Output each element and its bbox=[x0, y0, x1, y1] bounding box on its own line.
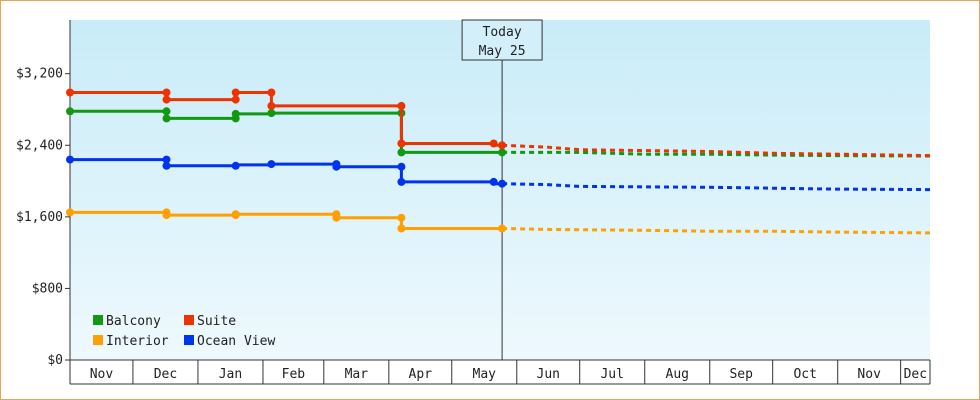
legend-swatch-suite bbox=[184, 315, 194, 325]
x-tick-label: Oct bbox=[793, 367, 816, 382]
data-point-suite bbox=[162, 95, 171, 104]
data-point-ocean-view bbox=[231, 161, 240, 170]
x-tick-label: Mar bbox=[345, 367, 369, 382]
x-tick-label: Jul bbox=[600, 367, 623, 382]
data-point-interior bbox=[231, 210, 240, 219]
data-point-suite bbox=[66, 88, 74, 97]
axes: $0 $800 $1,600 $2,400 $3,200 Nov Dec Jan Feb Mar A… bbox=[16, 20, 931, 385]
data-point-suite bbox=[267, 88, 276, 97]
data-point-balcony bbox=[66, 107, 74, 116]
data-point-balcony bbox=[162, 107, 171, 116]
data-point-interior bbox=[397, 213, 406, 222]
x-tick-label: Dec bbox=[904, 367, 927, 382]
series-lines bbox=[66, 88, 931, 235]
data-point-ocean-view bbox=[162, 155, 171, 164]
legend-label-interior: Interior bbox=[106, 334, 169, 349]
x-tick-label: May bbox=[473, 367, 497, 382]
data-point-interior bbox=[332, 213, 341, 222]
data-point-ocean-view bbox=[498, 179, 507, 188]
data-point-interior bbox=[162, 211, 171, 220]
data-point-ocean-view bbox=[267, 160, 276, 169]
data-point-ocean-view bbox=[489, 177, 498, 186]
data-point-ocean-view bbox=[397, 177, 406, 186]
data-point-balcony bbox=[397, 148, 406, 157]
x-tick-label: Nov bbox=[90, 367, 114, 382]
data-point-ocean-view bbox=[66, 155, 74, 164]
today-box bbox=[461, 19, 543, 61]
y-tick-label: $0 bbox=[47, 353, 63, 368]
x-tick-label: Jan bbox=[219, 367, 242, 382]
data-point-balcony bbox=[162, 114, 171, 123]
data-point-suite bbox=[498, 141, 507, 150]
y-tick-label: $800 bbox=[32, 281, 63, 296]
data-point-suite bbox=[162, 88, 171, 97]
x-tick-label: Aug bbox=[666, 367, 689, 382]
forecast-line-interior bbox=[502, 227, 931, 235]
series-line-ocean-view bbox=[70, 158, 503, 186]
data-point-suite bbox=[267, 101, 276, 110]
legend-label-suite: Suite bbox=[197, 314, 236, 329]
legend-swatch-interior bbox=[93, 335, 103, 345]
x-tick-label: Sep bbox=[729, 367, 753, 382]
data-point-suite bbox=[231, 95, 240, 104]
data-point-balcony bbox=[498, 148, 507, 157]
today-marker: Today May 25 bbox=[461, 19, 543, 360]
y-tick-label: $2,400 bbox=[16, 138, 63, 153]
x-tick-label: Feb bbox=[282, 367, 306, 382]
legend-swatch-balcony bbox=[93, 315, 103, 325]
forecast-line-ocean-view bbox=[502, 182, 931, 192]
data-point-ocean-view bbox=[332, 162, 341, 171]
data-point-interior bbox=[66, 208, 74, 217]
today-label: Today bbox=[483, 25, 522, 40]
data-point-ocean-view bbox=[162, 161, 171, 170]
data-point-suite bbox=[397, 101, 406, 110]
x-tick-label: Jun bbox=[537, 367, 560, 382]
data-point-interior bbox=[498, 224, 507, 233]
legend-label-ocean-view: Ocean View bbox=[197, 334, 275, 349]
legend-label-balcony: Balcony bbox=[106, 314, 161, 329]
x-tick-label: Dec bbox=[154, 367, 177, 382]
x-tick-label: Nov bbox=[857, 367, 881, 382]
data-point-balcony bbox=[267, 109, 276, 118]
today-date: May 25 bbox=[479, 44, 526, 59]
data-point-balcony bbox=[231, 109, 240, 118]
legend-swatch-ocean-view bbox=[184, 335, 194, 345]
data-point-suite bbox=[397, 139, 406, 148]
data-point-suite bbox=[489, 139, 498, 148]
data-point-interior bbox=[397, 224, 406, 233]
y-tick-label: $3,200 bbox=[16, 67, 63, 82]
data-point-ocean-view bbox=[397, 162, 406, 171]
x-tick-label: Apr bbox=[409, 367, 433, 382]
forecast-line-suite bbox=[502, 143, 931, 158]
plot-area bbox=[70, 20, 930, 360]
y-tick-label: $1,600 bbox=[16, 210, 63, 225]
legend: Balcony Suite Interior Ocean View bbox=[93, 314, 275, 349]
data-point-suite bbox=[231, 88, 240, 97]
